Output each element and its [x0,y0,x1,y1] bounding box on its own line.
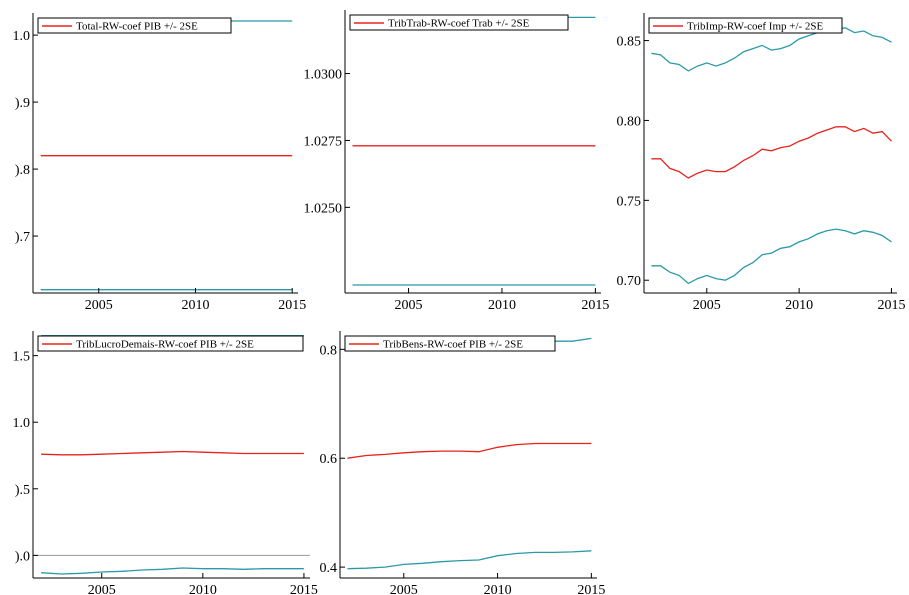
y-tick-label: 1.0 [13,416,31,431]
y-tick-label: 0.75 [617,194,642,209]
legend: TribImp-RW-coef Imp +/- 2SE [648,17,843,34]
chart-panel-1: 2005 2010 2015 ).7 ).8 ).9 1.0 Total-RW-coef PI… [13,13,306,313]
y-tick-label: 1.5 [13,350,31,365]
x-tick-label: 2005 [88,583,116,595]
chart-panel-5: 2005 2010 2015 0.4 0.6 0.8 TribBens-RW-coef PI… [320,331,605,595]
y-tick-label: ).7 [15,230,30,245]
series-line-estimate [651,126,892,179]
x-tick-label: 2005 [693,298,721,313]
x-tick-label: 2015 [278,298,306,313]
legend-label: TribLucroDemais-RW-coef PIB +/- 2SE [76,339,254,351]
x-tick-label: 2015 [581,298,609,313]
series-line-estimate [347,442,592,459]
y-tick-label: 0.70 [617,274,642,289]
series-line-estimate [41,450,304,456]
legend-box [648,17,843,34]
y-tick-label: 0.6 [320,452,338,467]
x-tick-label: 2010 [189,583,217,595]
chart-panel-2: 2005 2010 2015 1.0250 1.0275 1.0300 TribTrab-R… [304,10,609,313]
x-tick-label: 2005 [85,298,113,313]
y-tick-label: 0.4 [320,561,338,576]
x-tick-label: 2005 [395,298,423,313]
y-tick-label: 1.0275 [304,134,343,149]
y-tick-label: ).9 [15,96,30,111]
x-tick-label: 2010 [181,298,209,313]
y-tick-label: 0.80 [617,114,642,129]
y-tick-label: ).0 [15,549,30,564]
x-tick-label: 2015 [577,583,605,595]
legend-box [344,335,556,352]
legend-box [349,14,569,31]
y-tick-label: 1.0250 [304,201,343,216]
y-tick-label: 1.0300 [304,68,343,83]
series-line-lower [347,550,592,570]
x-tick-label: 2005 [390,583,418,595]
series-line-lower [41,567,304,575]
x-tick-label: 2010 [488,298,516,313]
legend-box [37,17,232,34]
legend-label: TribImp-RW-coef Imp +/- 2SE [687,21,824,33]
y-tick-label: ).8 [15,163,30,178]
y-tick-label: 0.8 [320,343,338,358]
legend-label: TribBens-RW-coef PIB +/- 2SE [383,339,523,351]
legend: Total-RW-coef PIB +/- 2SE [37,17,232,34]
legend: TribLucroDemais-RW-coef PIB +/- 2SE [37,335,304,352]
series-line-lower [651,228,892,285]
legend-label: Total-RW-coef PIB +/- 2SE [76,21,198,33]
y-tick-label: 1.0 [13,29,31,44]
series-line-upper [651,27,892,72]
chart-panel-3: 2005 2010 2015 0.70 0.75 0.80 0.85 TribImp-RW-c… [617,13,905,313]
x-tick-label: 2015 [290,583,318,595]
chart-panel-4: 2005 2010 2015 ).0 ).5 1.0 1.5 TribLucroDemais-… [13,331,318,595]
legend: TribBens-RW-coef PIB +/- 2SE [344,335,556,352]
y-tick-label: ).5 [15,483,30,498]
x-tick-label: 2010 [484,583,512,595]
legend: TribTrab-RW-coef Trab +/- 2SE [349,14,569,31]
y-tick-label: 0.85 [617,35,642,50]
legend-label: TribTrab-RW-coef Trab +/- 2SE [388,18,530,30]
x-tick-label: 2015 [877,298,905,313]
x-tick-label: 2010 [785,298,813,313]
legend-box [37,335,304,352]
